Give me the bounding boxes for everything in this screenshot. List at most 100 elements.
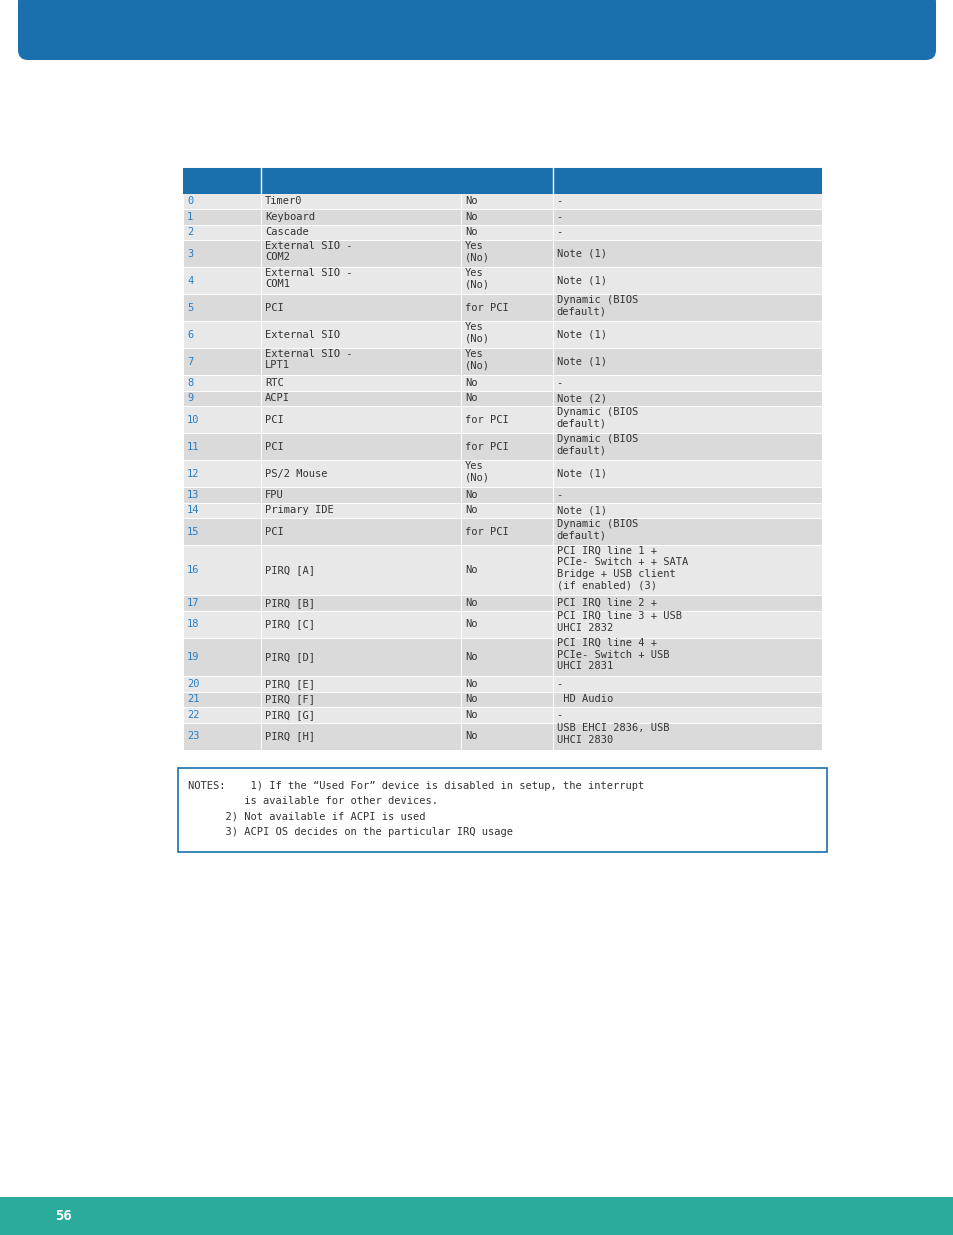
Text: -: -: [556, 378, 562, 388]
Bar: [183, 406, 821, 433]
Text: USB EHCI 2836, USB: USB EHCI 2836, USB: [556, 724, 668, 734]
Text: Bridge + USB client: Bridge + USB client: [556, 568, 675, 579]
Text: Yes: Yes: [465, 461, 483, 471]
Text: PIRQ [G]: PIRQ [G]: [265, 710, 314, 720]
Bar: [183, 545, 821, 595]
Text: (No): (No): [465, 279, 490, 289]
Text: PCI IRQ line 1 +: PCI IRQ line 1 +: [556, 546, 656, 556]
Text: PS/2 Mouse: PS/2 Mouse: [265, 469, 327, 479]
Text: 21: 21: [187, 694, 199, 704]
Text: Yes: Yes: [465, 348, 483, 358]
Text: No: No: [465, 566, 477, 576]
Text: 9: 9: [187, 394, 193, 404]
Text: PCI: PCI: [265, 442, 284, 452]
Text: No: No: [465, 710, 477, 720]
Text: No: No: [465, 196, 477, 206]
Bar: [183, 708, 821, 722]
Bar: [183, 692, 821, 708]
Text: No: No: [465, 378, 477, 388]
Text: 10: 10: [187, 415, 199, 425]
Text: default): default): [556, 530, 606, 540]
Text: COM1: COM1: [265, 279, 290, 289]
Text: No: No: [465, 394, 477, 404]
Text: COM2: COM2: [265, 252, 290, 262]
Text: 7: 7: [187, 357, 193, 367]
Text: Yes: Yes: [465, 321, 483, 332]
Text: PCI: PCI: [265, 526, 284, 537]
Text: 20: 20: [187, 679, 199, 689]
Text: is available for other devices.: is available for other devices.: [188, 797, 437, 806]
Text: RTC: RTC: [265, 378, 284, 388]
Text: 13: 13: [187, 490, 199, 500]
Text: 5: 5: [187, 303, 193, 312]
Text: External SIO -: External SIO -: [265, 241, 353, 251]
Text: PCI IRQ line 3 + USB: PCI IRQ line 3 + USB: [556, 611, 680, 621]
Bar: [183, 348, 821, 375]
Text: PIRQ [C]: PIRQ [C]: [265, 619, 314, 629]
Bar: [183, 637, 821, 677]
Text: 17: 17: [187, 598, 199, 608]
Text: for PCI: for PCI: [465, 442, 509, 452]
Text: External SIO -: External SIO -: [265, 268, 353, 278]
Text: No: No: [465, 652, 477, 662]
FancyBboxPatch shape: [18, 0, 935, 61]
Text: Keyboard: Keyboard: [265, 212, 314, 222]
Text: PIRQ [A]: PIRQ [A]: [265, 566, 314, 576]
Text: PCI: PCI: [265, 303, 284, 312]
Text: 12: 12: [187, 469, 199, 479]
Text: (No): (No): [465, 472, 490, 482]
Text: 22: 22: [187, 710, 199, 720]
Bar: [183, 294, 821, 321]
Text: HD Audio: HD Audio: [556, 694, 612, 704]
Text: No: No: [465, 598, 477, 608]
Bar: [183, 488, 821, 503]
Text: UHCI 2830: UHCI 2830: [556, 735, 612, 745]
Text: 8: 8: [187, 378, 193, 388]
Text: Note (1): Note (1): [556, 248, 606, 258]
Text: No: No: [465, 694, 477, 704]
Text: 1: 1: [187, 212, 193, 222]
Text: FPU: FPU: [265, 490, 284, 500]
Text: Dynamic (BIOS: Dynamic (BIOS: [556, 295, 638, 305]
Text: No: No: [465, 731, 477, 741]
Text: -: -: [556, 490, 562, 500]
Bar: [183, 241, 821, 267]
Bar: [183, 461, 821, 488]
Bar: [183, 677, 821, 692]
Text: 15: 15: [187, 526, 199, 537]
Text: Note (1): Note (1): [556, 275, 606, 285]
Text: Note (1): Note (1): [556, 330, 606, 340]
Text: 2: 2: [187, 227, 193, 237]
Text: ACPI: ACPI: [265, 394, 290, 404]
Text: No: No: [465, 619, 477, 629]
Text: default): default): [556, 445, 606, 456]
Text: (No): (No): [465, 333, 490, 343]
Bar: [183, 321, 821, 348]
Text: 4: 4: [187, 275, 193, 285]
Bar: [183, 433, 821, 461]
Bar: [183, 503, 821, 519]
Text: (if enabled) (3): (if enabled) (3): [556, 580, 656, 590]
Text: Note (1): Note (1): [556, 357, 606, 367]
Text: LPT1: LPT1: [265, 361, 290, 370]
Text: PCI IRQ line 2 +: PCI IRQ line 2 +: [556, 598, 656, 608]
Text: No: No: [465, 490, 477, 500]
Text: 3: 3: [187, 248, 193, 258]
Text: 14: 14: [187, 505, 199, 515]
Text: 18: 18: [187, 619, 199, 629]
Text: PCI: PCI: [265, 415, 284, 425]
Text: (No): (No): [465, 361, 490, 370]
Text: No: No: [465, 679, 477, 689]
Bar: [183, 519, 821, 545]
Text: 3) ACPI OS decides on the particular IRQ usage: 3) ACPI OS decides on the particular IRQ…: [188, 827, 513, 837]
Bar: [183, 390, 821, 406]
Text: -: -: [556, 710, 562, 720]
Text: 0: 0: [187, 196, 193, 206]
Bar: [183, 611, 821, 637]
Text: Note (2): Note (2): [556, 394, 606, 404]
Bar: [183, 375, 821, 390]
Bar: [183, 167, 821, 194]
Text: PCI IRQ line 4 +: PCI IRQ line 4 +: [556, 638, 656, 648]
Text: Primary IDE: Primary IDE: [265, 505, 334, 515]
Bar: [178, 768, 826, 852]
